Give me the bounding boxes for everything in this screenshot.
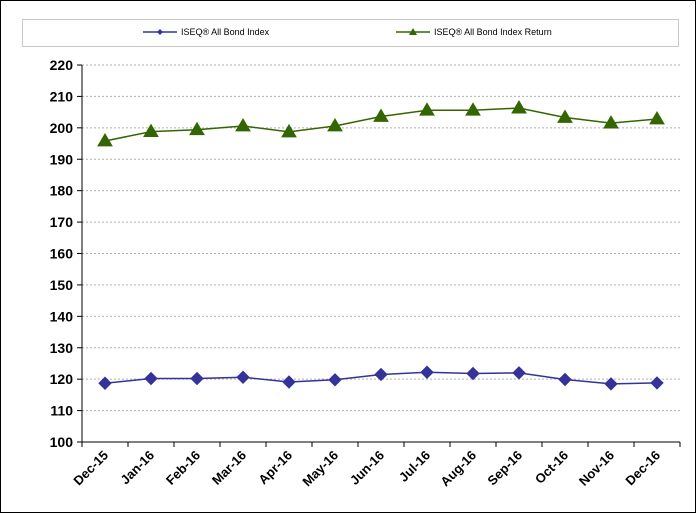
x-tick-label: Jul-16 bbox=[396, 448, 433, 485]
legend-item-2: ISEQ® All Bond Index Return bbox=[396, 27, 552, 37]
data-point bbox=[236, 370, 250, 384]
legend-marker bbox=[409, 28, 417, 35]
data-point bbox=[327, 117, 343, 132]
x-tick-label: Dec-15 bbox=[70, 448, 111, 489]
axes: 100 110 120 130 140 150 160 170 180 190 200 210 220 D… bbox=[50, 57, 681, 490]
y-tick-label: 130 bbox=[50, 340, 74, 356]
series bbox=[97, 100, 665, 391]
data-point bbox=[511, 100, 527, 114]
y-tick-label: 210 bbox=[50, 88, 74, 104]
data-point bbox=[144, 371, 158, 386]
y-tick-label: 160 bbox=[50, 246, 74, 262]
data-point bbox=[558, 372, 572, 387]
data-point bbox=[512, 366, 526, 380]
x-tick-label: May-16 bbox=[299, 448, 341, 490]
y-tick-label: 180 bbox=[50, 183, 74, 199]
x-tick-label: Jun-16 bbox=[347, 448, 387, 488]
data-point bbox=[604, 377, 618, 391]
data-point bbox=[374, 367, 388, 382]
data-point bbox=[282, 375, 296, 389]
x-tick-label: Feb-16 bbox=[163, 448, 203, 488]
data-point bbox=[190, 371, 204, 386]
data-point bbox=[97, 133, 113, 147]
data-point bbox=[649, 111, 665, 125]
data-point bbox=[420, 365, 434, 379]
x-tick-label: Dec-16 bbox=[622, 448, 663, 489]
y-tick-label: 110 bbox=[50, 403, 73, 419]
x-tick-label: Jan-16 bbox=[117, 448, 157, 488]
data-point bbox=[557, 109, 573, 123]
x-tick-label: Mar-16 bbox=[209, 448, 249, 488]
series-1 bbox=[98, 365, 664, 391]
legend-label: ISEQ® All Bond Index bbox=[181, 27, 270, 37]
data-point bbox=[603, 115, 619, 129]
legend-item-1: ISEQ® All Bond Index bbox=[143, 27, 270, 37]
data-point bbox=[419, 102, 435, 116]
data-point bbox=[373, 108, 389, 122]
legend-items: ISEQ® All Bond Index ISEQ® All Bond Index… bbox=[143, 27, 552, 37]
y-tick-label: 100 bbox=[50, 434, 74, 450]
x-tick-label: Apr-16 bbox=[255, 448, 295, 488]
data-point bbox=[328, 373, 342, 387]
y-tick-label: 190 bbox=[50, 151, 74, 167]
legend-marker bbox=[157, 29, 163, 35]
x-tick-label: Sep-16 bbox=[484, 448, 525, 489]
data-point bbox=[650, 376, 664, 390]
data-point bbox=[465, 102, 481, 116]
data-point bbox=[281, 123, 297, 138]
y-tick-label: 120 bbox=[50, 371, 74, 387]
data-point bbox=[98, 376, 112, 390]
y-tick-label: 150 bbox=[50, 277, 74, 293]
data-point bbox=[235, 117, 251, 132]
data-point bbox=[189, 121, 205, 136]
y-tick-label: 200 bbox=[50, 120, 74, 136]
legend-label: ISEQ® All Bond Index Return bbox=[434, 27, 552, 37]
data-point bbox=[143, 123, 159, 138]
x-tick-label: Nov-16 bbox=[576, 448, 617, 489]
data-point bbox=[466, 366, 480, 381]
y-tick-label: 220 bbox=[50, 57, 74, 73]
x-tick-label: Oct-16 bbox=[532, 448, 571, 487]
y-tick-label: 140 bbox=[50, 308, 74, 324]
y-tick-label: 170 bbox=[50, 214, 74, 230]
series-2 bbox=[97, 100, 665, 147]
x-tick-label: Aug-16 bbox=[437, 448, 479, 490]
legend bbox=[22, 19, 679, 47]
